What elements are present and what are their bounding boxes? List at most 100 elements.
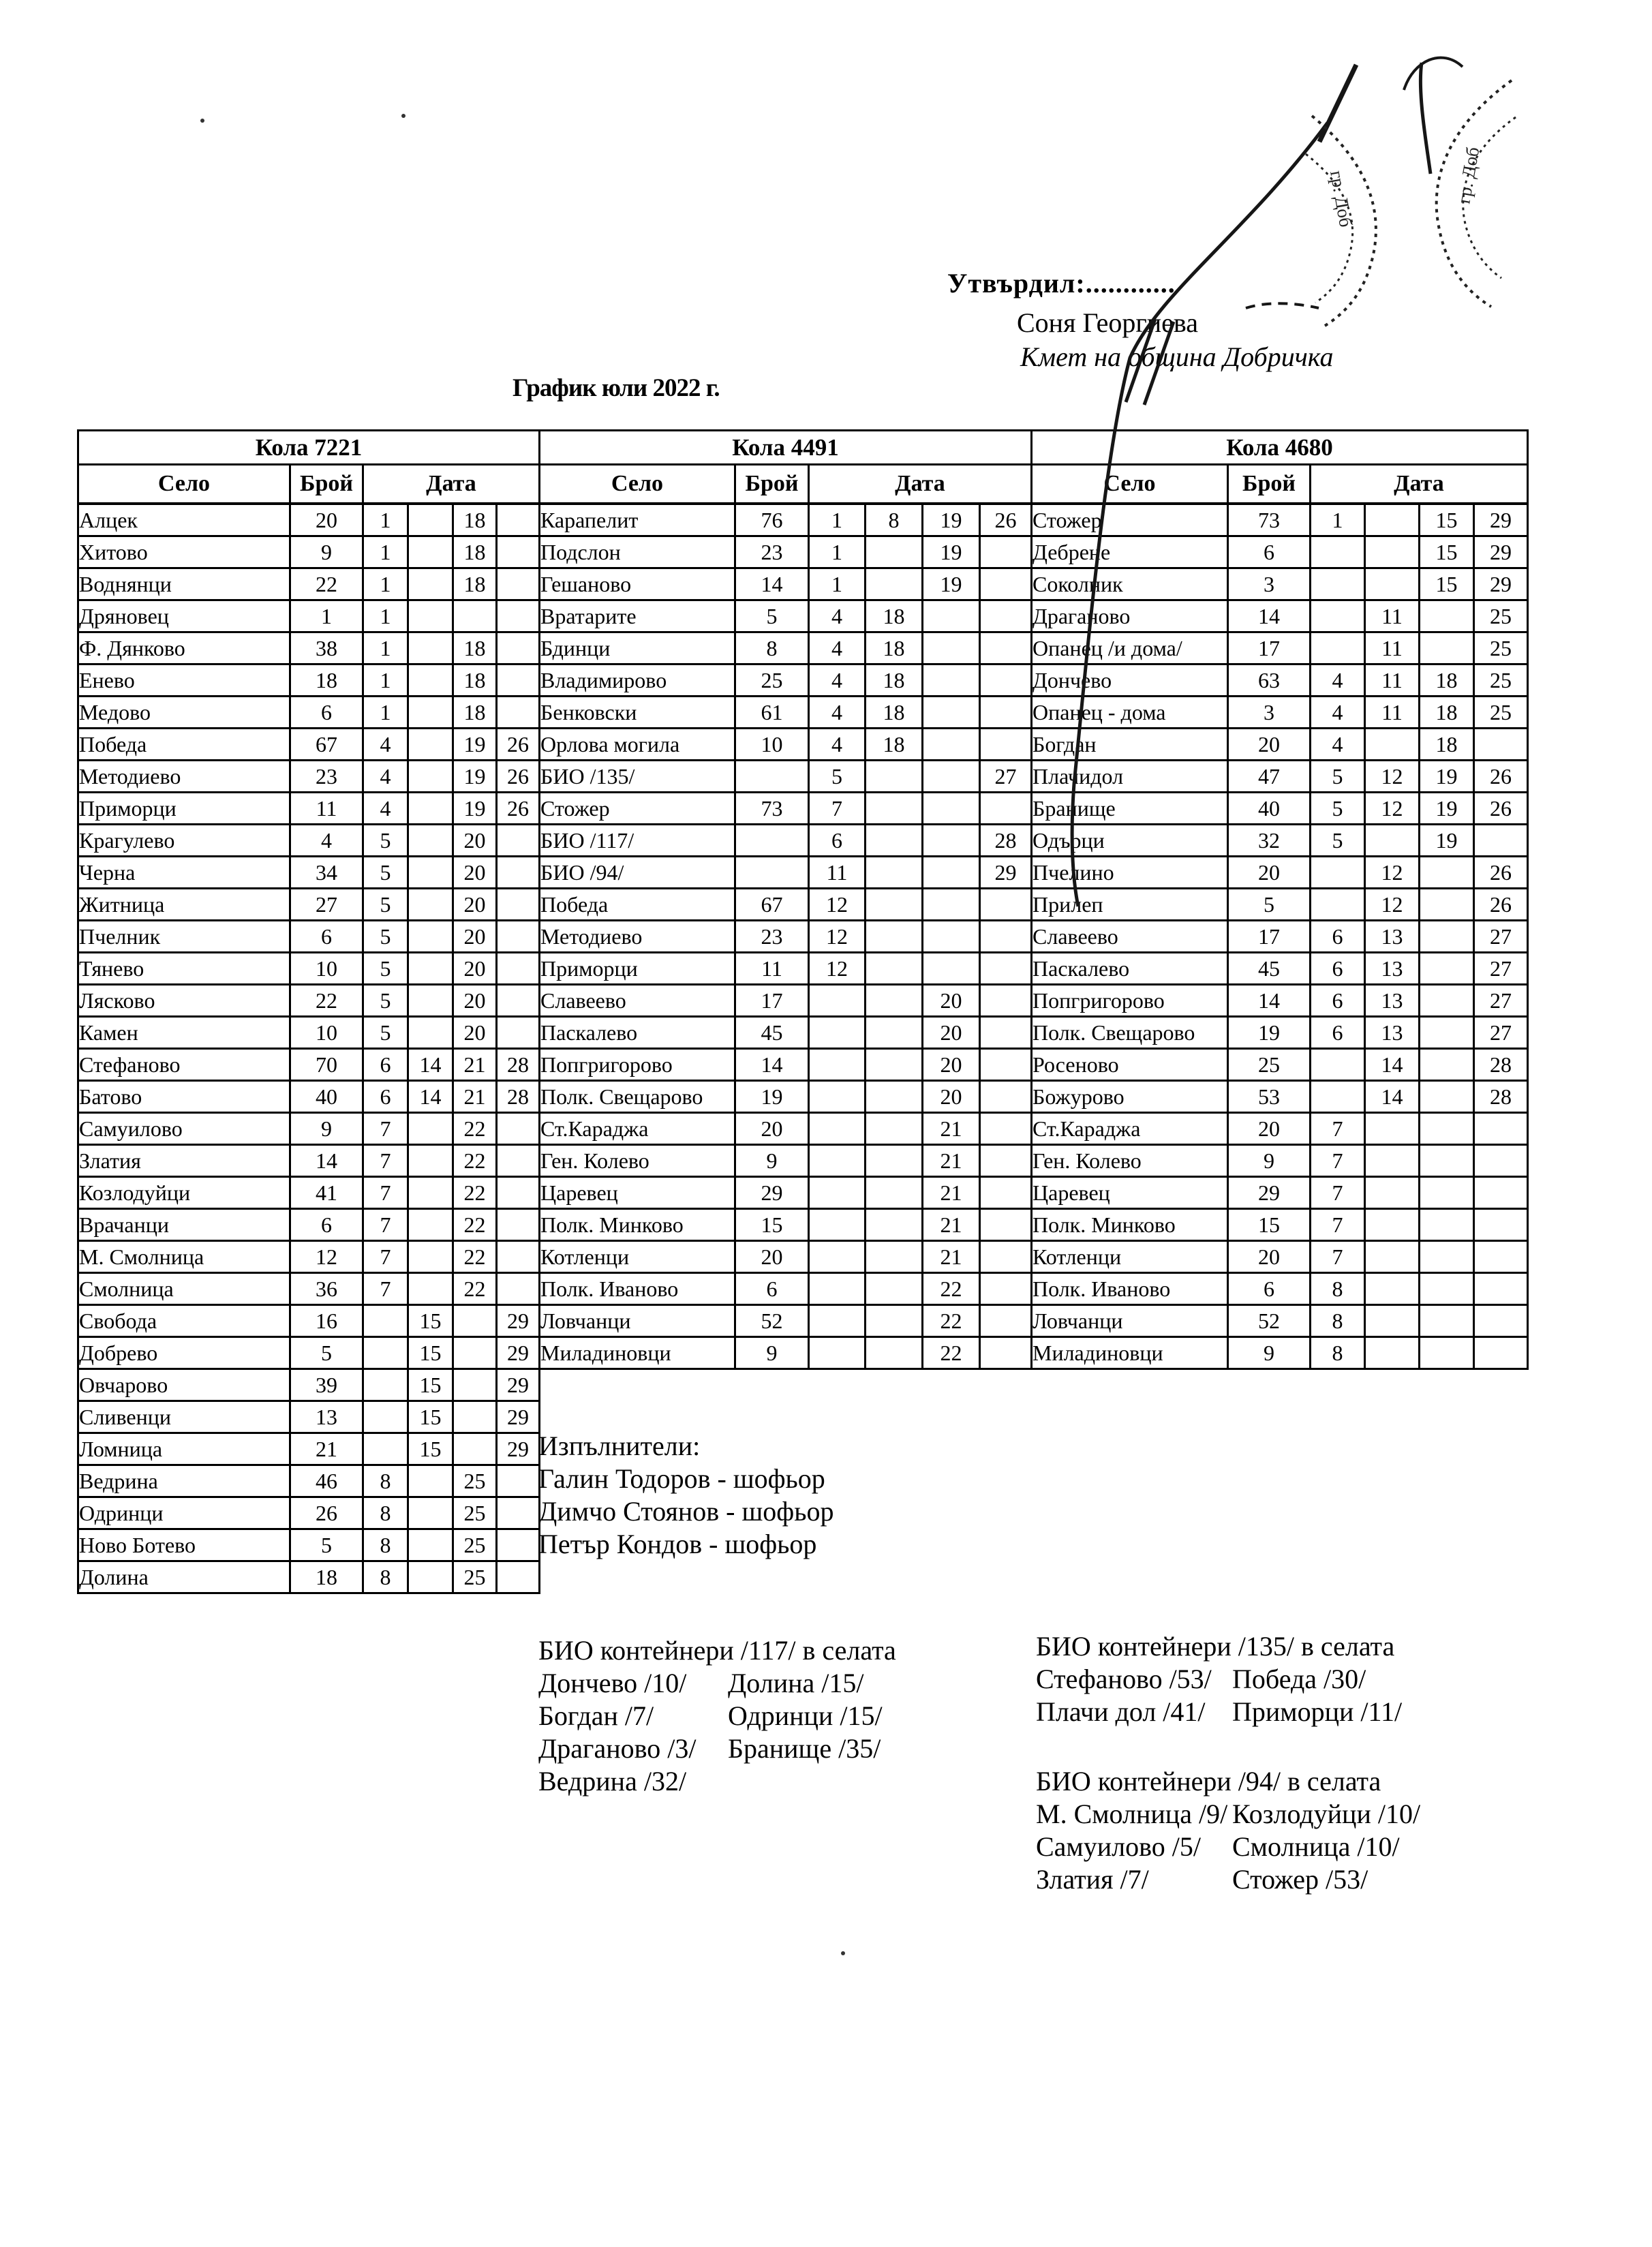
- schedule-table-kola-7221: Кола 7221 Село Брой Дата Алцек 20 1 18 Хитов…: [77, 429, 540, 1594]
- count-cell: 46: [289, 1464, 364, 1498]
- date-cell: [452, 599, 498, 633]
- date-cell: 21: [921, 1144, 981, 1178]
- date-cell: [979, 791, 1032, 825]
- date-cell: 13: [1364, 919, 1420, 953]
- table-row: Ведрина 46 8 25: [77, 1464, 540, 1498]
- date-cell: 25: [452, 1560, 498, 1594]
- date-cell: 22: [921, 1272, 981, 1306]
- date-cell: [921, 663, 981, 697]
- bio-village-count: Стефаново /53/: [1036, 1664, 1212, 1694]
- table-row: Лясково 22 5 20: [77, 983, 540, 1018]
- table-row: Полк. Минково 15 21: [538, 1208, 1032, 1242]
- date-cell: [407, 727, 454, 761]
- table-row: Смолница 36 7 22: [77, 1272, 540, 1306]
- date-cell: [495, 1240, 540, 1274]
- date-cell: [979, 983, 1032, 1018]
- count-cell: 20: [734, 1240, 810, 1274]
- village-cell: Лясково: [77, 983, 291, 1018]
- date-cell: 7: [362, 1144, 409, 1178]
- date-cell: 7: [1309, 1144, 1366, 1178]
- date-cell: 14: [407, 1080, 454, 1114]
- date-cell: [979, 1304, 1032, 1338]
- count-cell: 38: [289, 631, 364, 665]
- date-cell: [495, 1208, 540, 1242]
- village-cell: Бдинци: [538, 631, 736, 665]
- bio-section-94: БИО контейнери /94/ в селата М. Смолница…: [1036, 1765, 1420, 1896]
- table-row: Стефаново 70 6 14 21 28: [77, 1048, 540, 1082]
- bio-section-135: БИО контейнери /135/ в селата Стефаново …: [1036, 1630, 1402, 1728]
- schedule-table-kola-4491: Кола 4491 Село Брой Дата Карапелит 76 1 8 19…: [538, 429, 1032, 1370]
- date-cell: 26: [979, 502, 1032, 537]
- count-cell: 19: [1227, 1015, 1311, 1050]
- col-header-village: Село: [1030, 463, 1229, 505]
- table-row: Приморци 11 12: [538, 951, 1032, 985]
- date-cell: [1364, 1240, 1420, 1274]
- date-cell: 6: [808, 823, 866, 857]
- table-row: Соколник 3 15 29: [1030, 567, 1529, 601]
- table-row: Богдан 20 4 18: [1030, 727, 1529, 761]
- date-cell: [864, 855, 923, 889]
- date-cell: 5: [362, 887, 409, 921]
- approver-name: Соня Георгиева: [1017, 307, 1198, 338]
- date-cell: [1418, 919, 1475, 953]
- stamp-fragment: гр. Доб: [1403, 56, 1516, 308]
- bio-village-count: Долина /15/: [728, 1668, 864, 1698]
- date-cell: [495, 1464, 540, 1498]
- date-cell: 13: [1364, 951, 1420, 985]
- date-cell: 1: [362, 695, 409, 729]
- date-cell: [1418, 1048, 1475, 1082]
- table-row: Приморци 11 4 19 26: [77, 791, 540, 825]
- date-cell: [362, 1304, 409, 1338]
- village-cell: Миладиновци: [1030, 1336, 1229, 1370]
- bio-row: Богдан /7/Одринци /15/: [538, 1700, 896, 1732]
- date-cell: 7: [1309, 1240, 1366, 1274]
- date-cell: [864, 1015, 923, 1050]
- bio-row: Дончево /10/Долина /15/: [538, 1667, 896, 1700]
- village-cell: Соколник: [1030, 567, 1229, 601]
- village-cell: Богдан: [1030, 727, 1229, 761]
- table-row: Батово 40 6 14 21 28: [77, 1080, 540, 1114]
- village-cell: Методиево: [538, 919, 736, 953]
- date-cell: 6: [1309, 951, 1366, 985]
- count-cell: 9: [289, 535, 364, 569]
- table-row: Самуилово 9 7 22: [77, 1112, 540, 1146]
- date-cell: 5: [362, 951, 409, 985]
- count-cell: 53: [1227, 1080, 1311, 1114]
- table-row: Орлова могила 10 4 18: [538, 727, 1032, 761]
- village-cell: Долина: [77, 1560, 291, 1594]
- date-cell: 26: [495, 759, 540, 793]
- table-row: Добрево 5 15 29: [77, 1336, 540, 1370]
- date-cell: [1418, 983, 1475, 1018]
- date-cell: 7: [362, 1176, 409, 1210]
- table-row: Хитово 9 1 18: [77, 535, 540, 569]
- count-cell: 29: [734, 1176, 810, 1210]
- date-cell: [1418, 1304, 1475, 1338]
- date-cell: 28: [1473, 1048, 1529, 1082]
- date-cell: 4: [362, 759, 409, 793]
- date-cell: 7: [362, 1240, 409, 1274]
- village-cell: Карапелит: [538, 502, 736, 537]
- date-cell: [495, 1272, 540, 1306]
- date-cell: [979, 1080, 1032, 1114]
- table-row: БИО /94/11 29: [538, 855, 1032, 889]
- date-cell: 18: [864, 599, 923, 633]
- date-cell: 22: [452, 1272, 498, 1306]
- date-cell: 15: [407, 1336, 454, 1370]
- date-cell: [979, 1336, 1032, 1370]
- count-cell: 22: [289, 567, 364, 601]
- count-cell: 45: [1227, 951, 1311, 985]
- village-cell: Ст.Караджа: [1030, 1112, 1229, 1146]
- bio-row: Плачи дол /41/Приморци /11/: [1036, 1696, 1402, 1728]
- car-title: Кола 4680: [1030, 429, 1529, 465]
- village-cell: Методиево: [77, 759, 291, 793]
- count-cell: 40: [1227, 791, 1311, 825]
- date-cell: [1364, 567, 1420, 601]
- date-cell: [407, 1496, 454, 1530]
- count-cell: 14: [289, 1144, 364, 1178]
- date-cell: 7: [362, 1208, 409, 1242]
- count-cell: 73: [1227, 502, 1311, 537]
- table-row: Миладиновци 9 22: [538, 1336, 1032, 1370]
- village-cell: Житница: [77, 887, 291, 921]
- date-cell: 22: [452, 1112, 498, 1146]
- date-cell: [979, 663, 1032, 697]
